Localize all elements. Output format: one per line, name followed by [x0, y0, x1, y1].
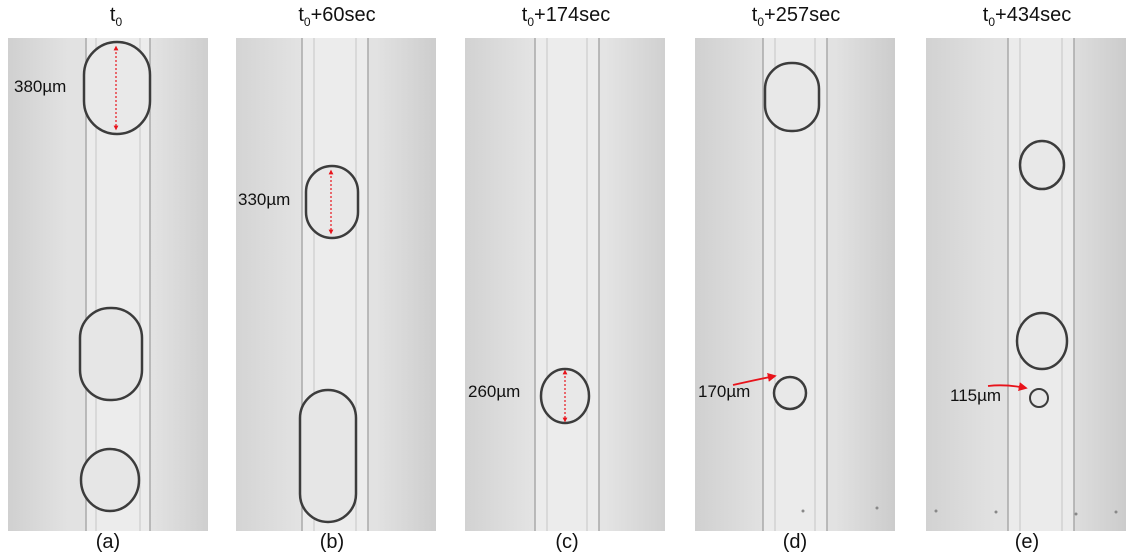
measurement-label-a: 380µm — [14, 77, 67, 96]
bubble — [772, 375, 808, 411]
micrograph-panel-b — [236, 38, 436, 531]
time-label-a: t0 — [109, 4, 123, 29]
time-label-e: t0+434sec — [982, 4, 1072, 29]
time-label-b: t0+60sec — [298, 4, 376, 29]
micrograph-panel-e — [926, 38, 1126, 531]
caption-c: (c) — [555, 531, 579, 553]
micrograph-panel-d — [695, 38, 895, 531]
bubble — [298, 388, 358, 524]
pointer-arrow — [732, 372, 777, 386]
caption-b: (b) — [319, 531, 345, 553]
measurement-label-c: 260µm — [468, 382, 521, 401]
bubble — [1029, 388, 1049, 408]
bubble — [763, 61, 821, 133]
bubble — [79, 447, 141, 513]
micrograph-a-image — [8, 38, 208, 531]
caption-a: (a) — [95, 531, 121, 553]
micrograph-panel-c — [465, 38, 665, 531]
measurement-label-d: 170µm — [698, 382, 751, 401]
micrograph-b-image — [236, 38, 436, 531]
bubble — [1015, 311, 1069, 371]
measurement-label-e: 115µm — [950, 386, 1002, 405]
time-label-c: t0+174sec — [521, 4, 611, 29]
caption-e: (e) — [1014, 531, 1040, 553]
measurement-label-b: 330µm — [238, 190, 291, 209]
bubble — [82, 40, 152, 136]
bubble — [1018, 139, 1066, 191]
time-label-d: t0+257sec — [751, 4, 841, 29]
micrograph-d-image — [695, 38, 895, 531]
bubble — [304, 164, 360, 240]
micrograph-c-image — [465, 38, 665, 531]
bubble — [78, 306, 144, 402]
micrograph-panel-a — [8, 38, 208, 531]
pointer-arrow — [987, 382, 1028, 392]
caption-d: (d) — [782, 531, 808, 553]
micrograph-e-image — [926, 38, 1126, 531]
